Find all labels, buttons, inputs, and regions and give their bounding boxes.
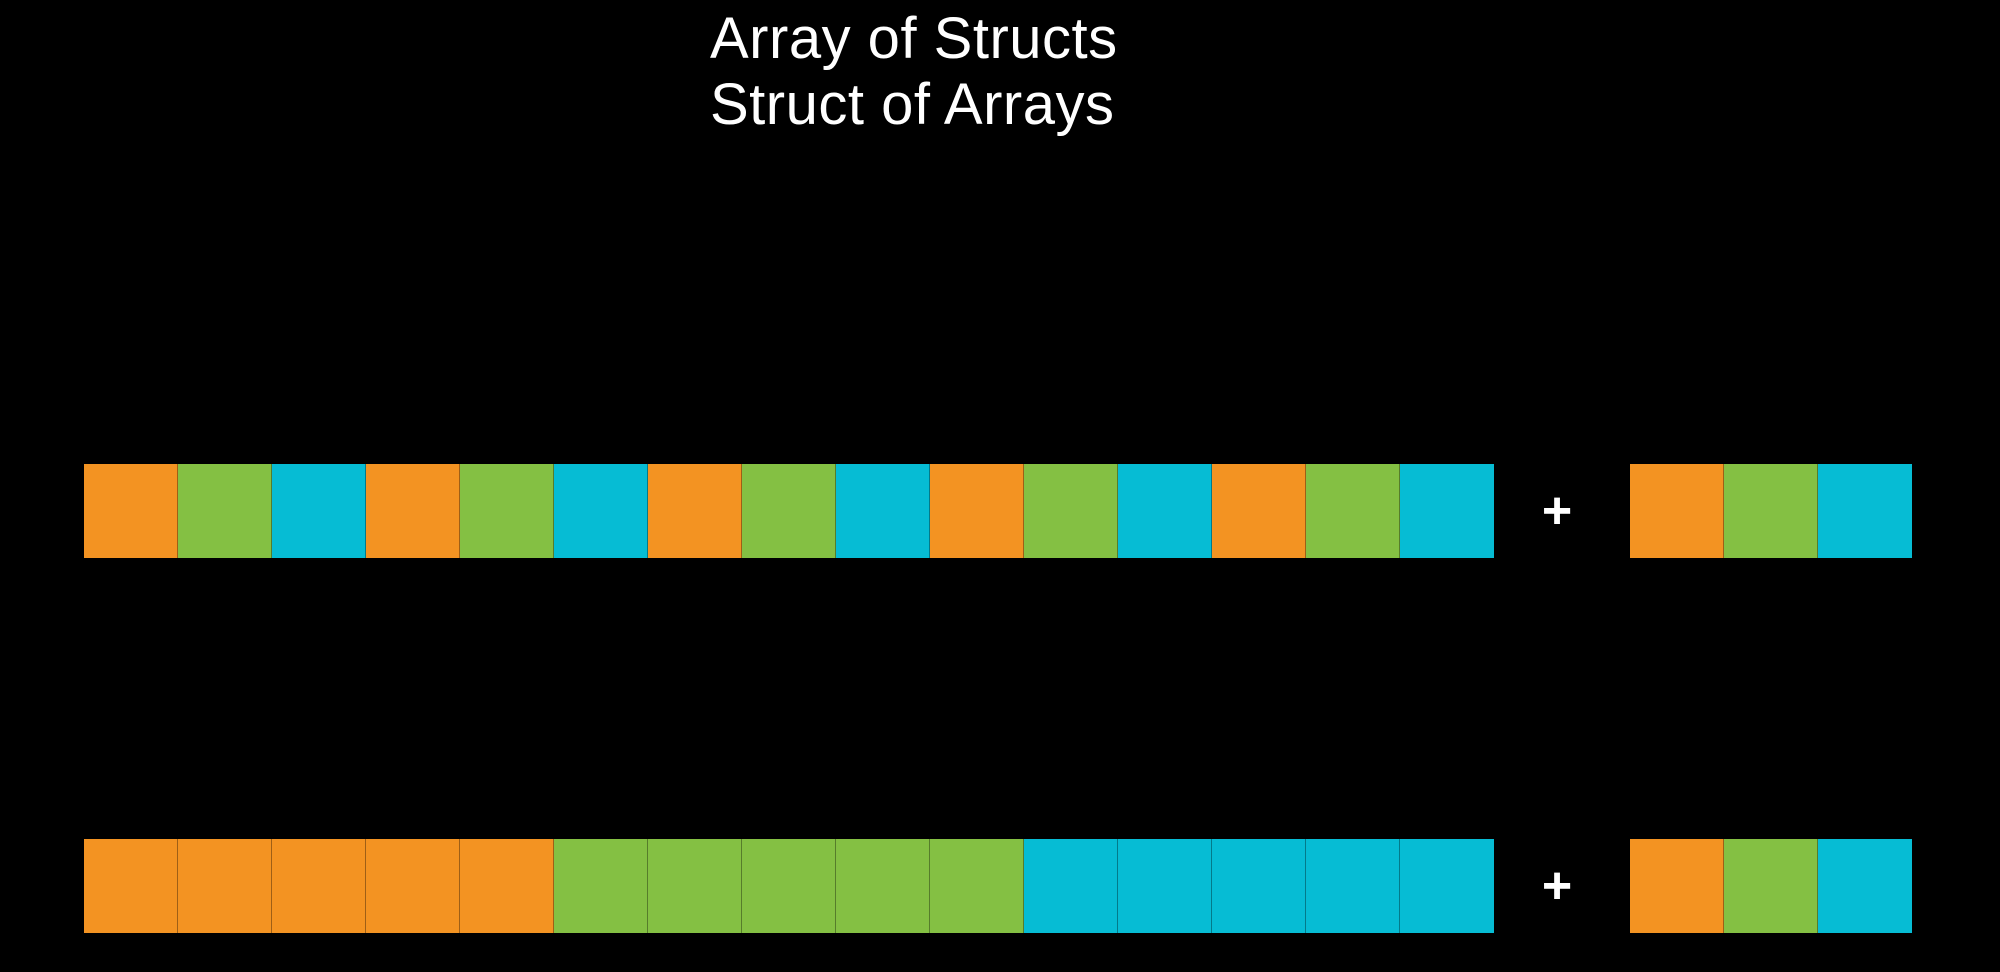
orange-cell (366, 839, 460, 933)
title-array-of-structs: Array of Structs (710, 6, 1118, 71)
orange-cell (1630, 839, 1724, 933)
soa-extra-strip (1630, 839, 1912, 933)
green-cell (460, 464, 554, 558)
green-cell (836, 839, 930, 933)
orange-cell (84, 464, 178, 558)
green-cell (742, 464, 836, 558)
cyan-cell (1306, 839, 1400, 933)
plus-sign: + (1541, 482, 1573, 540)
green-cell (178, 464, 272, 558)
orange-cell (460, 839, 554, 933)
green-cell (930, 839, 1024, 933)
orange-cell (930, 464, 1024, 558)
green-cell (742, 839, 836, 933)
orange-cell (366, 464, 460, 558)
aos-extra-strip (1630, 464, 1912, 558)
cyan-cell (554, 464, 648, 558)
title-block: Array of Structs Struct of Arrays (710, 6, 1230, 138)
plus-sign: + (1541, 857, 1573, 915)
cyan-cell (1118, 839, 1212, 933)
orange-cell (1630, 464, 1724, 558)
green-cell (1306, 464, 1400, 558)
cyan-cell (1818, 464, 1912, 558)
title-struct-of-arrays: Struct of Arrays (710, 72, 1115, 137)
cyan-cell (1024, 839, 1118, 933)
soa-memory-strip (84, 839, 1494, 933)
cyan-cell (836, 464, 930, 558)
orange-cell (272, 839, 366, 933)
orange-cell (84, 839, 178, 933)
cyan-cell (1400, 464, 1494, 558)
green-cell (1724, 464, 1818, 558)
cyan-cell (1212, 839, 1306, 933)
orange-cell (178, 839, 272, 933)
cyan-cell (1118, 464, 1212, 558)
cyan-cell (1400, 839, 1494, 933)
orange-cell (648, 464, 742, 558)
green-cell (1724, 839, 1818, 933)
row-array-of-structs: + (0, 464, 2000, 558)
cyan-cell (272, 464, 366, 558)
green-cell (1024, 464, 1118, 558)
cyan-cell (1818, 839, 1912, 933)
orange-cell (1212, 464, 1306, 558)
green-cell (554, 839, 648, 933)
aos-memory-strip (84, 464, 1494, 558)
green-cell (648, 839, 742, 933)
row-struct-of-arrays: + (0, 839, 2000, 933)
